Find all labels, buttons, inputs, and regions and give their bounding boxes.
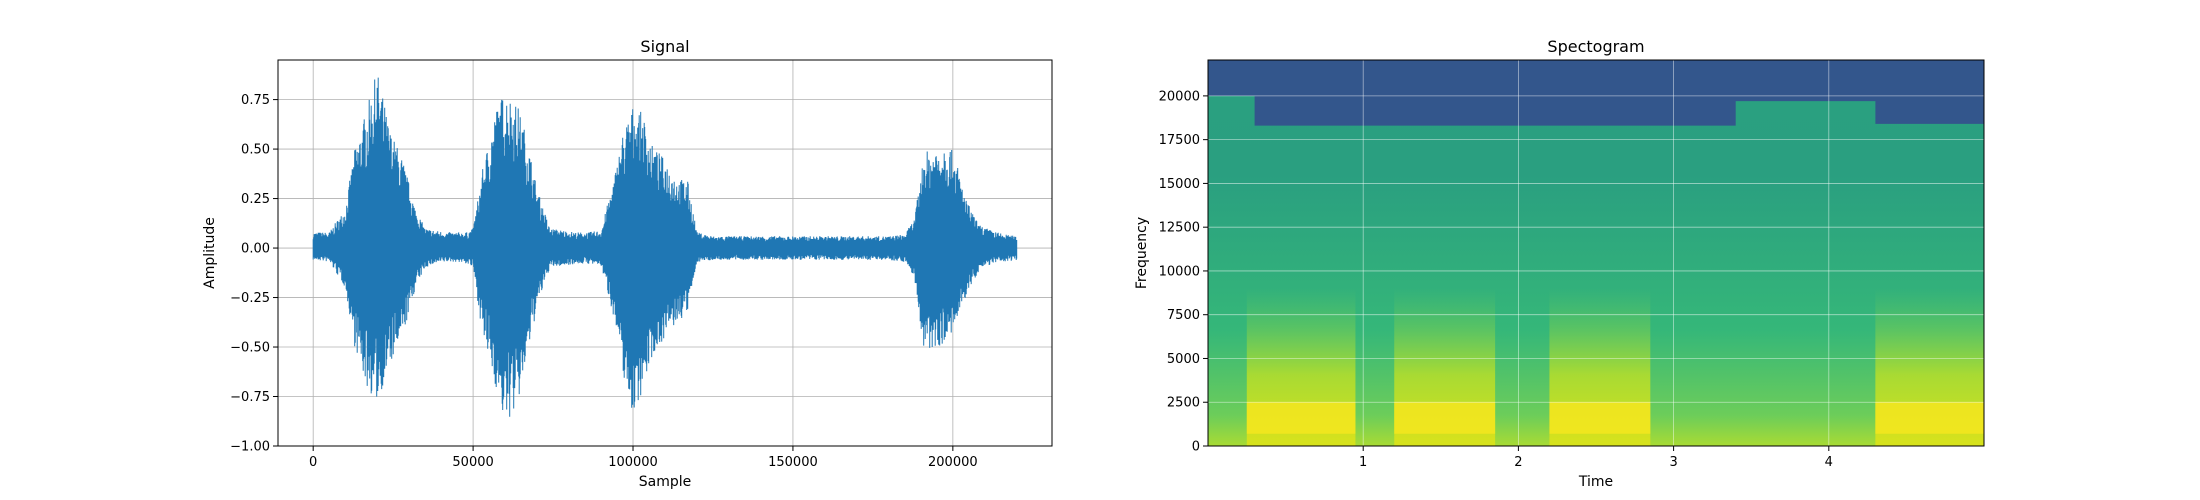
spectrogram-y-tick-label: 12500: [1159, 221, 1200, 236]
signal-x-tick-label: 50000: [452, 455, 493, 470]
signal-x-label: Sample: [639, 474, 692, 490]
spectrogram-y-tick-label: 2500: [1167, 396, 1200, 411]
signal-y-tick-label: 0.25: [241, 192, 270, 207]
signal-y-tick-label: −0.75: [230, 390, 270, 405]
signal-x-tick-label: 200000: [928, 455, 978, 470]
spectrogram-x-tick-label: 4: [1825, 455, 1833, 470]
spectrogram-formant-band: [1246, 402, 1356, 434]
signal-y-ticks: −1.00 −0.75 −0.50 −0.25 0.00 0.25 0.50 0.75: [230, 93, 278, 455]
spectrogram-y-tick-label: 0: [1192, 440, 1200, 455]
signal-y-tick-label: −0.25: [230, 291, 270, 306]
signal-y-tick-label: 0.50: [241, 143, 270, 158]
spectrogram-x-label: Time: [1578, 474, 1613, 490]
spectrogram-title: Spectogram: [1547, 37, 1644, 56]
signal-x-tick-label: 0: [309, 455, 317, 470]
spectrogram-y-tick-label: 7500: [1167, 308, 1200, 323]
spectrogram-y-tick-label: 10000: [1159, 264, 1200, 279]
signal-x-ticks: 0 50000 100000 150000 200000: [309, 446, 978, 470]
spectrogram-x-tick-label: 1: [1359, 455, 1367, 470]
signal-axes-frame: [277, 59, 1053, 447]
spectrogram-cutoff-region: [1208, 60, 1984, 126]
signal-y-tick-label: 0.75: [241, 93, 270, 108]
spectrogram-y-tick-label: 20000: [1159, 89, 1200, 104]
spectrogram-x-ticks: 1 2 3 4: [1359, 446, 1833, 470]
spectrogram-y-tick-label: 5000: [1167, 352, 1200, 367]
signal-x-tick-label: 150000: [768, 455, 818, 470]
signal-y-label: Amplitude: [202, 217, 218, 289]
signal-y-tick-label: 0.00: [241, 242, 270, 257]
spectrogram-y-tick-label: 15000: [1159, 177, 1200, 192]
signal-chart: Signal 0 50000 100000 150000 200000 −1.00 −0.…: [202, 37, 1053, 490]
spectrogram-formant-band: [1549, 402, 1651, 434]
spectrogram-formant-band: [1875, 402, 1984, 434]
spectrogram-axes-frame: [1207, 59, 1985, 447]
signal-title: Signal: [640, 37, 689, 56]
signal-x-tick-label: 100000: [608, 455, 658, 470]
spectrogram-y-label: Frequency: [1134, 217, 1150, 289]
signal-waveform: [312, 77, 1018, 417]
signal-y-tick-label: −1.00: [230, 440, 270, 455]
signal-y-tick-label: −0.50: [230, 341, 270, 356]
spectrogram-y-tick-label: 17500: [1159, 133, 1200, 148]
spectrogram-x-tick-label: 2: [1514, 455, 1522, 470]
spectrogram-x-tick-label: 3: [1669, 455, 1677, 470]
spectrogram-y-ticks: 0 2500 5000 7500 10000 12500 15000 17500 20000: [1159, 89, 1208, 455]
spectrogram-formant-band: [1394, 402, 1496, 434]
spectrogram-chart: Spectogram 1 2 3 4 0 2500 5000 7500 10000 12500 1…: [1134, 37, 1985, 490]
